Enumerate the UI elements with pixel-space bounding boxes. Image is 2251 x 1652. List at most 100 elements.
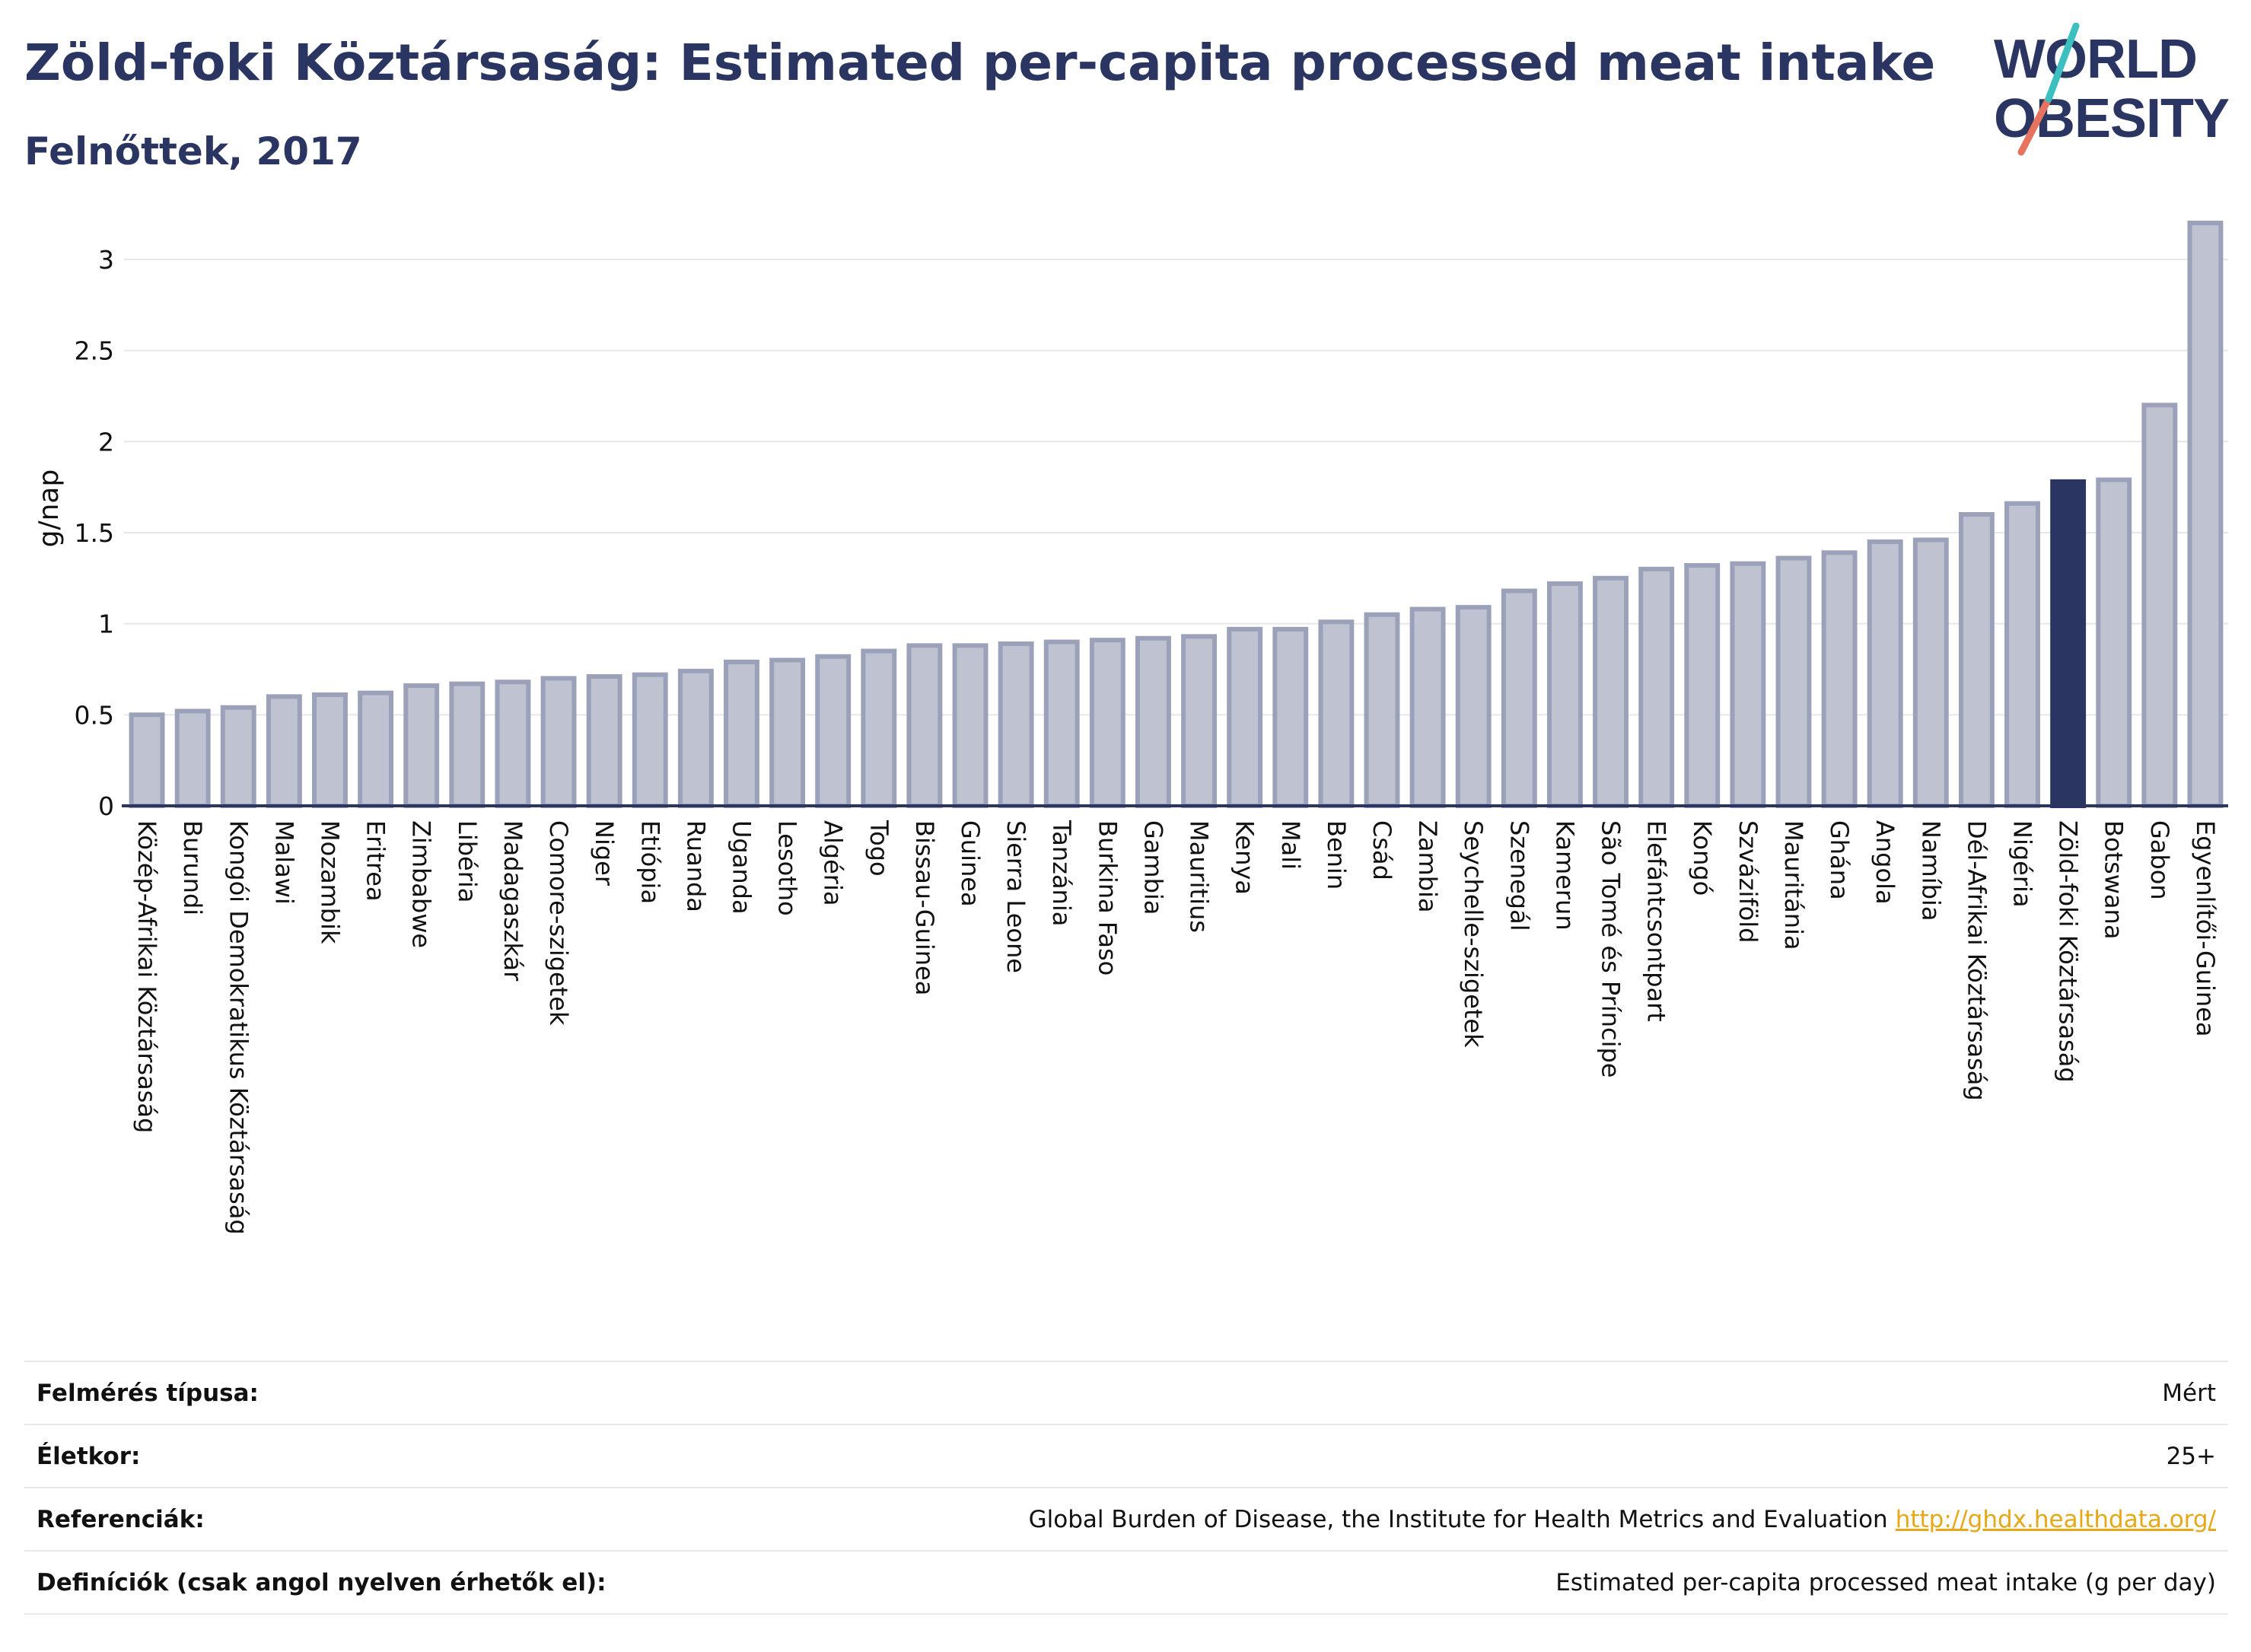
x-tick-label: Mozambik [315, 820, 344, 944]
x-tick-label: Niger [590, 820, 619, 886]
bar [358, 690, 394, 809]
x-tick-label: Zambia [1413, 820, 1442, 913]
bar [1409, 606, 1446, 808]
bar [1638, 566, 1675, 808]
x-tick-label: Nigéria [2008, 820, 2037, 907]
bar [1501, 588, 1537, 808]
info-row-references: Referenciák: Global Burden of Disease, t… [24, 1488, 2228, 1552]
x-tick-label: Ghána [1825, 820, 1854, 900]
info-label-survey-type: Felmérés típusa: [37, 1379, 259, 1407]
x-tick-label: Tanzánia [1047, 820, 1076, 926]
x-tick-label: Namíbia [1916, 820, 1945, 921]
x-tick-label: Botswana [2100, 820, 2128, 939]
info-table: Felmérés típusa: Mért Életkor: 25+ Refer… [24, 1361, 2228, 1615]
x-tick-label: Gabon [2145, 820, 2174, 900]
bar [1364, 612, 1400, 808]
bar [1318, 619, 1355, 809]
info-row-survey-type: Felmérés típusa: Mért [24, 1362, 2228, 1425]
y-tick-label: 1.5 [75, 518, 114, 548]
y-axis-label: g/nap [33, 469, 65, 548]
x-tick-label: Uganda [727, 820, 756, 915]
bar [312, 692, 348, 809]
x-tick-label: Szenegál [1504, 820, 1533, 931]
bar [1043, 639, 1080, 808]
x-tick-label: Guinea [956, 820, 985, 907]
bar [1958, 512, 1995, 808]
x-tick-label: Zöld-foki Köztársaság [2054, 820, 2083, 1083]
bar [2004, 501, 2040, 808]
info-label-age: Életkor: [37, 1442, 141, 1470]
y-tick-label: 3 [98, 245, 114, 275]
x-tick-label: Benin [1322, 820, 1351, 890]
bar [1227, 626, 1263, 809]
logo-line2: OBESITY [1994, 88, 2229, 149]
x-tick-label: Dél-Afrikai Köztársaság [1962, 820, 1991, 1101]
bar [815, 654, 852, 809]
bar [586, 674, 622, 809]
info-row-age: Életkor: 25+ [24, 1425, 2228, 1488]
bar [1684, 563, 1721, 809]
x-tick-label: Etiópia [635, 820, 664, 904]
chart-subtitle: Felnőttek, 2017 [24, 129, 362, 173]
x-tick-label: Malawi [269, 820, 298, 905]
x-tick-label: Ruanda [681, 820, 710, 912]
y-tick-label: 0.5 [75, 700, 114, 730]
x-tick-label: Madagaszkár [498, 820, 527, 982]
bar [1181, 634, 1217, 808]
bar [1089, 638, 1126, 809]
bar [2096, 477, 2132, 808]
x-tick-label: São Tomé és Príncipe [1597, 820, 1625, 1077]
x-tick-label: Egyenlítői-Guinea [2191, 820, 2220, 1037]
bar [129, 712, 165, 808]
y-tick-label: 2 [98, 427, 114, 457]
bars [129, 221, 2224, 809]
x-tick-label: Angola [1871, 820, 1899, 905]
x-tick-label: Algéria [819, 820, 848, 906]
x-tick-label: Kamerun [1550, 820, 1579, 931]
bar [724, 659, 759, 808]
x-tick-label: Burundi [178, 820, 207, 915]
x-tick-label: Szváziföld [1734, 820, 1762, 943]
x-tick-label: Eritrea [361, 820, 390, 902]
x-tick-label: Lesotho [773, 820, 802, 916]
y-tick-label: 0 [98, 791, 114, 821]
bar [1135, 635, 1171, 809]
x-tick-label: Mauritius [1185, 820, 1214, 933]
bar [174, 708, 211, 809]
x-tick-label: Mauritánia [1779, 820, 1808, 950]
bar [1455, 605, 1492, 808]
bar [632, 672, 668, 809]
x-tick-label: Togo [864, 820, 893, 877]
info-row-definitions: Definíciók (csak angol nyelven érhetők e… [24, 1552, 2228, 1615]
info-value-references: Global Burden of Disease, the Institute … [1029, 1506, 2216, 1533]
x-tick-label: Comore-szigetek [544, 820, 573, 1026]
x-tick-label: Seychelle-szigetek [1459, 820, 1488, 1048]
x-tick-label: Kongói Demokratikus Köztársaság [224, 820, 253, 1235]
bar-chart: 0 0.5 1 1.5 2 2.5 3 g/nap Közép-Afrikai Köztár… [33, 221, 2228, 1235]
reference-link[interactable]: http://ghdx.healthdata.org/ [1895, 1505, 2216, 1533]
bar [1821, 550, 1858, 808]
x-tick-label: Burkina Faso [1093, 820, 1122, 976]
bar [861, 648, 897, 808]
bar [677, 668, 714, 808]
info-value-survey-type: Mért [2162, 1379, 2216, 1407]
info-label-definitions: Definíciók (csak angol nyelven érhetők e… [37, 1568, 607, 1596]
bar [906, 643, 943, 808]
x-tick-label: Kongó [1688, 820, 1717, 896]
y-axis-ticks: 0 0.5 1 1.5 2 2.5 3 [75, 245, 114, 821]
bar [495, 680, 531, 808]
x-tick-label: Zimbabwe [407, 820, 436, 948]
bar [403, 683, 440, 809]
x-tick-label: Csád [1367, 820, 1396, 880]
chart-title: Zöld-foki Köztársaság: Estimated per-cap… [24, 33, 1936, 92]
bar [1272, 626, 1309, 809]
y-tick-label: 1 [98, 610, 114, 639]
x-tick-label: Kenya [1231, 820, 1259, 895]
bar [449, 681, 486, 809]
info-value-definitions: Estimated per-capita processed meat inta… [1555, 1568, 2216, 1596]
y-tick-label: 2.5 [75, 336, 114, 366]
bar [952, 643, 989, 808]
info-label-references: Referenciák: [37, 1505, 205, 1533]
x-tick-label: Mali [1276, 820, 1305, 870]
reference-text: Global Burden of Disease, the Institute … [1028, 1505, 1888, 1533]
